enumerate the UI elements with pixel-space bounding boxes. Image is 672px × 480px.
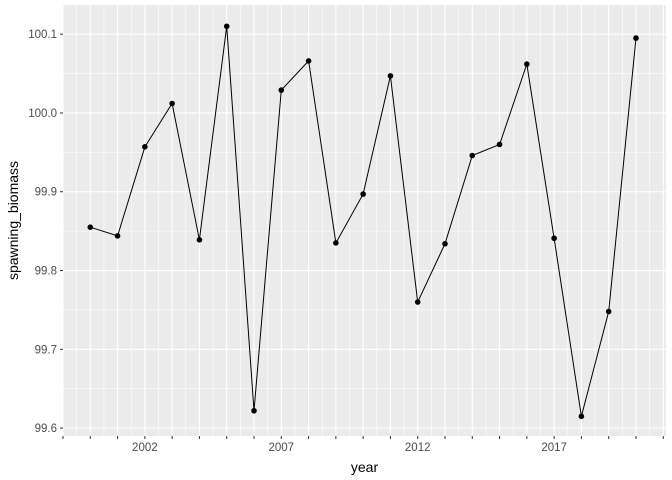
data-point [87,224,94,230]
data-point [223,23,230,30]
x-tick-label: 2012 [405,442,431,454]
x-tick-label: 2002 [132,442,158,454]
data-point [142,144,148,150]
y-axis-title: spawning_biomass [5,161,21,280]
axes: 99.6 99.7 99.8 99.9 100.0 100.1 2002 2007 2012 20… [28,29,664,454]
data-point [414,299,421,305]
data-point [442,240,448,247]
data-point [305,58,312,64]
x-axis-title: year [351,459,379,475]
x-tick-label: 2007 [268,442,294,454]
data-point [360,191,366,197]
data-point [633,35,639,41]
data-point [496,141,503,148]
data-point [196,237,203,243]
data-point [605,308,612,315]
data-point [578,413,585,420]
x-tick-label: 2017 [541,442,567,454]
y-tick-label: 99.8 [35,266,57,278]
grid-minor [63,5,666,436]
data-point [114,233,121,239]
panel-background [63,5,666,436]
data-point [333,240,339,246]
data-point [278,87,285,93]
y-tick-label: 100.0 [28,108,57,120]
data-point [524,61,530,67]
data-point [169,100,175,107]
y-tick-label: 99.7 [35,344,57,356]
data-point [251,407,257,414]
data-point [387,73,394,79]
y-tick-label: 99.9 [35,187,57,199]
y-tick-label: 100.1 [28,29,57,41]
data-point [551,235,557,242]
series [87,23,639,420]
data-point [469,152,476,159]
y-tick-label: 99.6 [35,423,57,435]
